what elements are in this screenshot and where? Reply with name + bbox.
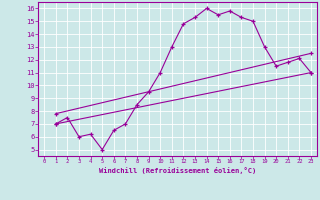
X-axis label: Windchill (Refroidissement éolien,°C): Windchill (Refroidissement éolien,°C) xyxy=(99,167,256,174)
